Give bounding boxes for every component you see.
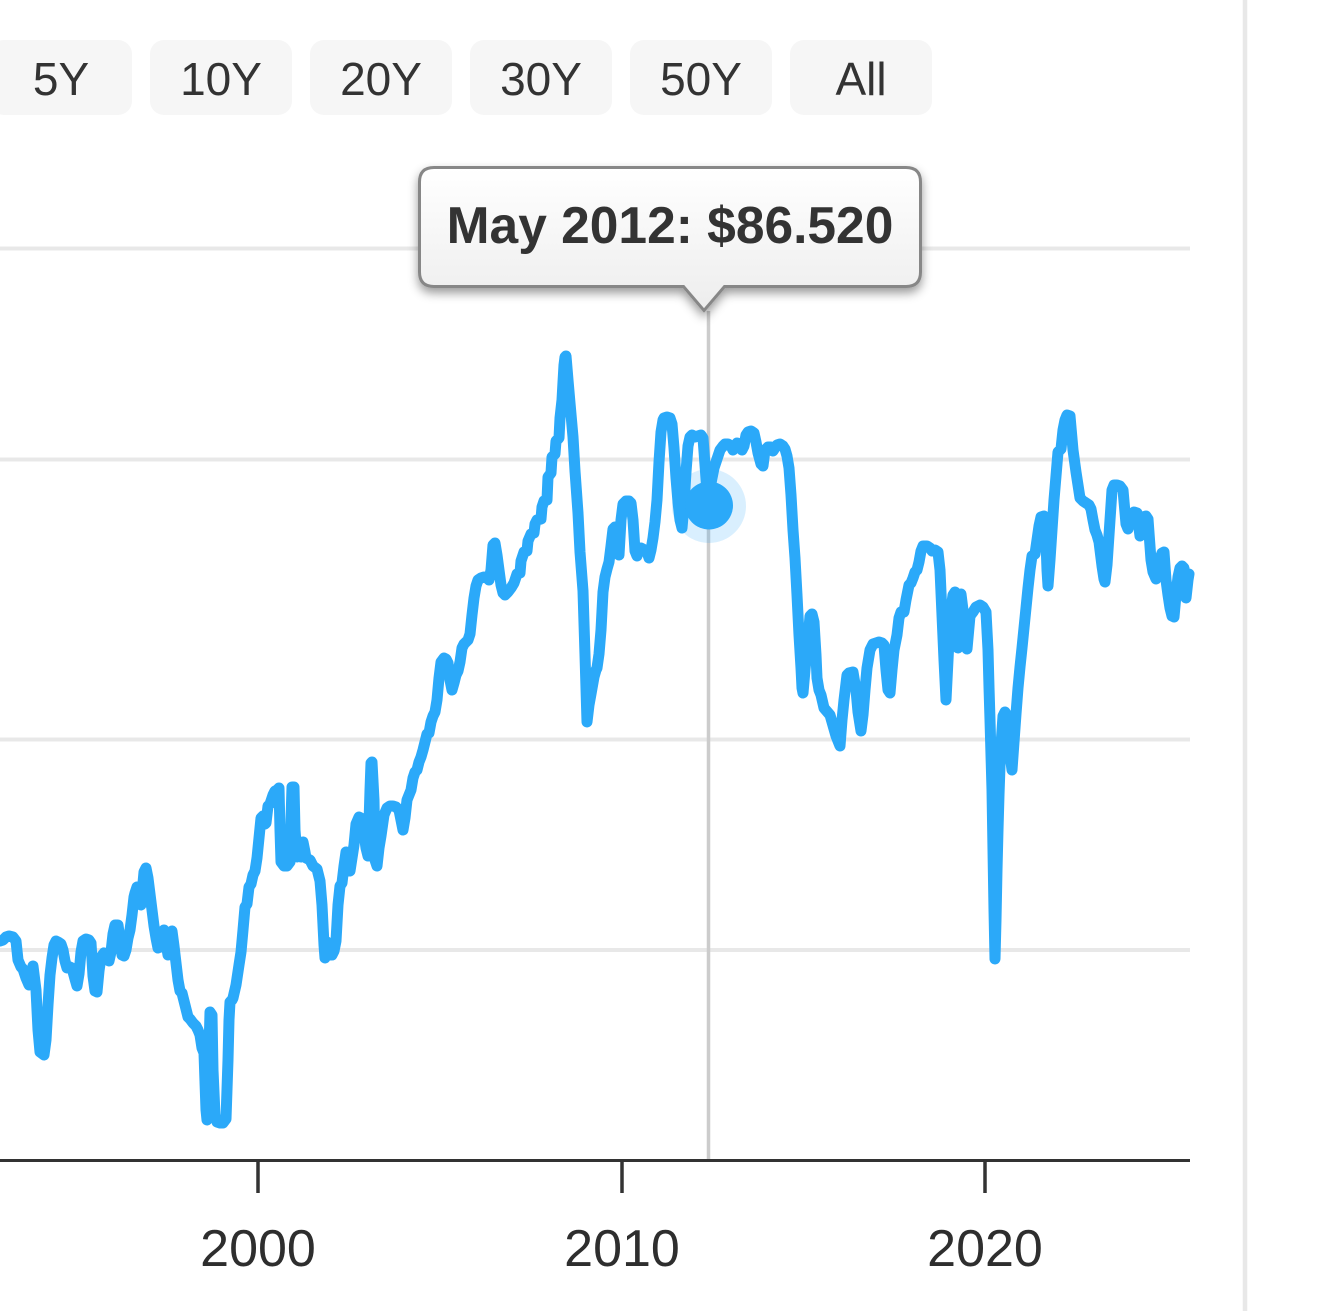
svg-text:All: All <box>835 53 886 105</box>
svg-text:5Y: 5Y <box>33 53 89 105</box>
svg-text:May 2012: $86.520: May 2012: $86.520 <box>447 196 894 254</box>
svg-text:10Y: 10Y <box>180 53 262 105</box>
svg-text:30Y: 30Y <box>500 53 582 105</box>
svg-text:2010: 2010 <box>564 1220 680 1278</box>
svg-text:50Y: 50Y <box>660 53 742 105</box>
svg-text:2000: 2000 <box>200 1220 316 1278</box>
svg-text:2020: 2020 <box>927 1220 1043 1278</box>
svg-text:20Y: 20Y <box>340 53 422 105</box>
